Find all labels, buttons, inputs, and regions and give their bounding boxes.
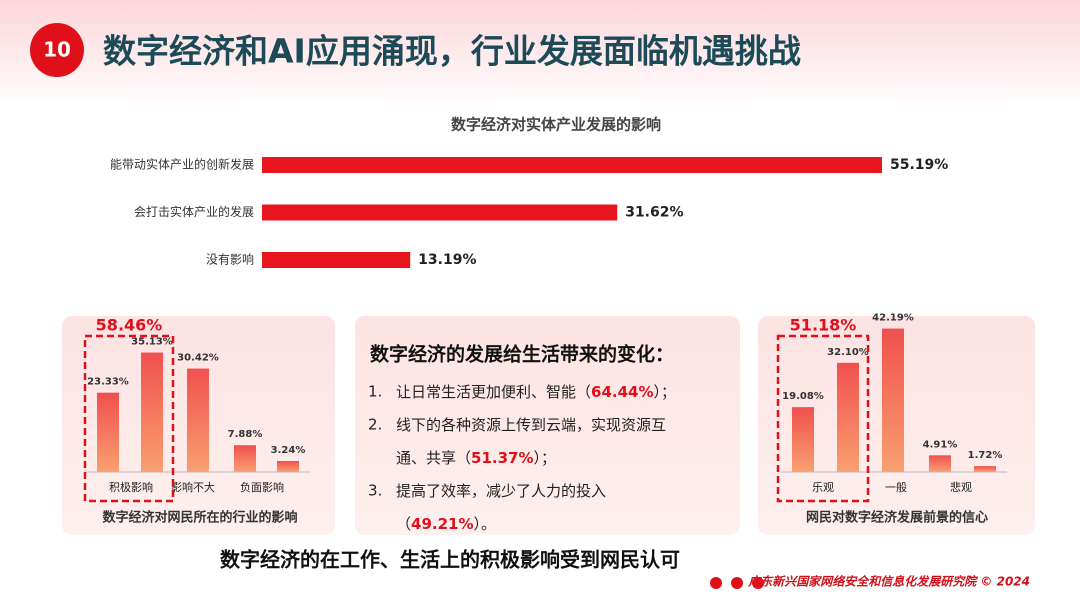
category-label: 积极影响: [109, 480, 153, 494]
badge: [30, 23, 84, 77]
category-label: 乐观: [812, 481, 834, 494]
value-label: 23.33%: [87, 377, 129, 388]
item-end: ）；: [654, 383, 677, 401]
credit: 广东新兴国家网络安全和信息化发展研究院 © 2024: [747, 575, 1030, 589]
item-highlight: 49.21%: [411, 515, 473, 533]
item-line: 让日常生活更加便利、智能（: [396, 383, 591, 401]
slide-title: 数字经济和AI应用涌现，行业发展面临机遇挑战: [103, 32, 801, 71]
category-label: 会打击实体产业的发展: [134, 204, 254, 219]
dot: [752, 577, 764, 589]
item-end: ）；: [534, 449, 557, 467]
value-label: 3.24%: [271, 445, 306, 456]
bar: [882, 328, 904, 472]
dot: [731, 577, 743, 589]
panel: [355, 316, 740, 535]
value-label: 31.62%: [625, 205, 683, 221]
bar: [974, 466, 996, 472]
value-label: 1.72%: [968, 450, 1003, 461]
value-label: 35.13%: [131, 337, 173, 348]
item-text: 提高了效率，减少了人力的投入: [396, 482, 606, 500]
item-number: 2.: [368, 416, 382, 434]
bar: [97, 392, 119, 472]
value-label: 30.42%: [177, 353, 219, 364]
chart-title: 数字经济对实体产业发展的影响: [451, 116, 661, 134]
value-label: 19.08%: [782, 391, 824, 402]
value-label: 42.19%: [872, 313, 914, 324]
item-line: 通、共享（: [396, 449, 471, 467]
bar: [837, 362, 859, 472]
chart-caption: 网民对数字经济发展前景的信心: [806, 510, 988, 526]
badge-number: 10: [43, 38, 71, 62]
dot: [710, 577, 722, 589]
value-label: 55.19%: [890, 157, 948, 173]
bar: [262, 157, 882, 173]
item-number: 1.: [368, 383, 382, 401]
value-label: 7.88%: [228, 429, 263, 440]
item-text: 线下的各种资源上传到云端，实现资源互: [396, 416, 666, 434]
category-label: 没有影响: [206, 252, 254, 267]
highlight-label: 58.46%: [96, 316, 163, 335]
category-label: 负面影响: [240, 480, 284, 494]
chart-caption: 数字经济对网民所在的行业的影响: [102, 510, 297, 526]
bar: [262, 204, 618, 221]
list-title: 数字经济的发展给生活带来的变化：: [370, 343, 674, 366]
bar: [929, 455, 951, 472]
value-label: 4.91%: [923, 439, 958, 450]
item-text: （49.21%）。: [396, 515, 496, 533]
footer-banner: 数字经济的在工作、生活上的积极影响受到网民认可: [220, 548, 680, 572]
category-label: 一般: [885, 481, 907, 494]
value-label: 32.10%: [827, 347, 869, 358]
bar: [262, 252, 411, 268]
highlight-box: [83, 334, 175, 503]
item-end: ）。: [474, 515, 497, 533]
item-highlight: 64.44%: [591, 383, 653, 401]
bar: [792, 407, 814, 472]
bar: [187, 368, 209, 472]
bar: [277, 460, 299, 472]
highlight-label: 51.18%: [790, 316, 857, 335]
category-label: 悲观: [950, 480, 972, 494]
value-label: 13.19%: [418, 252, 476, 268]
highlight-box: [776, 334, 870, 503]
category-label: 影响不大: [171, 480, 215, 494]
item-text: 通、共享（51.37%）；: [396, 449, 556, 467]
item-line: 线下的各种资源上传到云端，实现资源互: [396, 416, 666, 434]
bar: [234, 445, 256, 472]
category-label: 能带动实体产业的创新发展: [110, 157, 254, 172]
item-line: （: [396, 515, 411, 533]
item-number: 3.: [368, 482, 382, 500]
item-line: 提高了效率，减少了人力的投入: [396, 482, 606, 500]
bar: [141, 352, 163, 472]
item-highlight: 51.37%: [471, 449, 533, 467]
item-text: 让日常生活更加便利、智能（64.44%）；: [396, 383, 676, 401]
